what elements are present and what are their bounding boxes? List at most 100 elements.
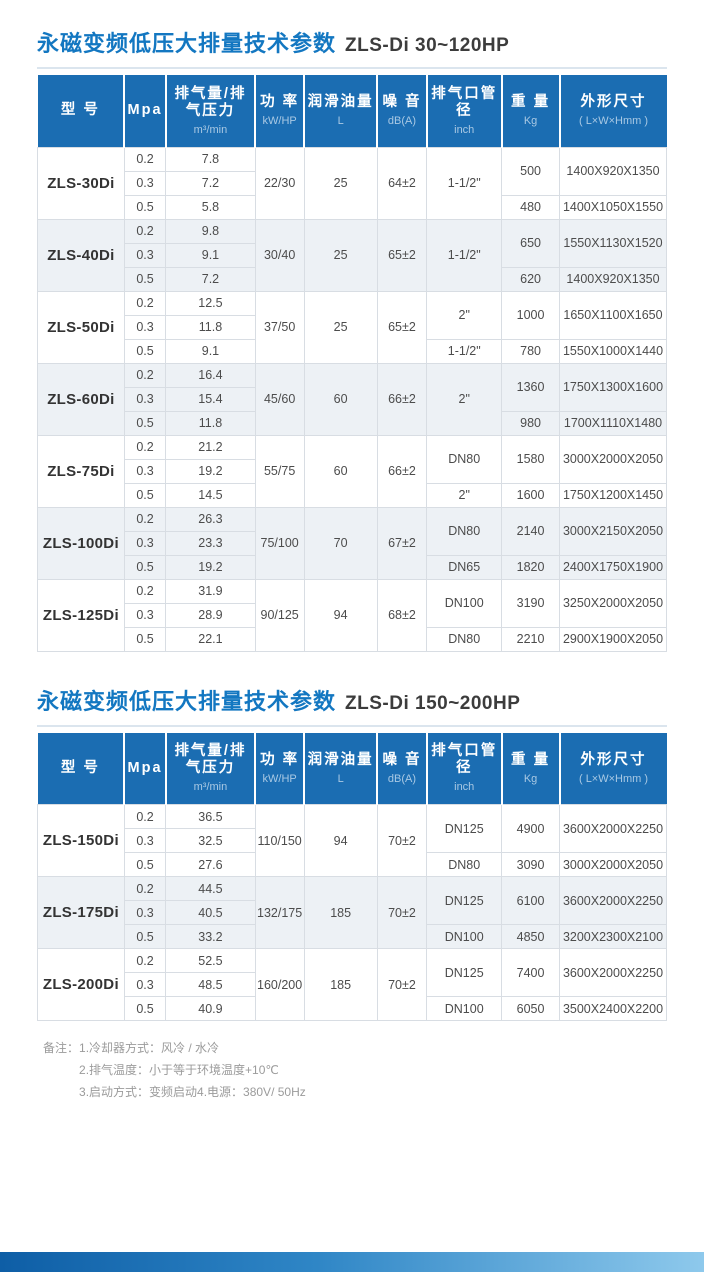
cell-dims: 1550X1000X1440 [559, 338, 667, 364]
cell-pipe: 2" [426, 290, 503, 340]
cell-weight: 650 [501, 218, 560, 268]
table-row: ZLS-75Di 0.2 21.2 55/75 60 66±2 DN80 1580 3000X2… [37, 434, 667, 508]
cell-pipe: DN80 [426, 852, 503, 877]
section-title-1: 永磁变频低压大排量技术参数 ZLS-Di 30~120HP [37, 26, 667, 69]
column-header: 重 量 Kg [501, 732, 561, 805]
cell-dims: 1400X920X1350 [559, 266, 667, 292]
cell-flow: 11.8 [165, 314, 256, 340]
cell-power: 45/60 [254, 362, 305, 436]
cell-flow: 9.8 [165, 218, 256, 244]
cell-noise: 66±2 [376, 362, 428, 436]
cell-noise: 70±2 [376, 948, 428, 1021]
table-row: 0.5 33.2 DN100 4850 3200X2300X2100 [38, 924, 667, 949]
section-title-range: ZLS-Di 150~200HP [345, 692, 521, 714]
cell-weight: 980 [501, 410, 560, 436]
cell-flow: 36.5 [165, 804, 256, 829]
cell-flow: 15.4 [165, 386, 256, 412]
cell-dims: 1400X920X1350 [559, 146, 667, 196]
cell-oil: 25 [303, 146, 378, 220]
table-row: 0.5 40.9 DN100 6050 3500X2400X2200 [38, 996, 667, 1021]
cell-pipe: DN125 [426, 804, 503, 853]
cell-weight: 1820 [501, 554, 560, 580]
cell-power: 55/75 [254, 434, 305, 508]
note-item: 1.冷却器方式：风冷 / 水冷 [79, 1041, 220, 1055]
cell-dims: 1550X1130X1520 [559, 218, 667, 268]
cell-flow: 21.2 [165, 434, 256, 460]
cell-dims: 1650X1100X1650 [559, 290, 667, 340]
cell-mpa: 0.3 [123, 828, 167, 853]
column-header: 排气量/排气压力 m³/min [165, 75, 257, 147]
column-header: Mpa [124, 75, 167, 147]
cell-pipe: 2" [426, 482, 503, 508]
cell-weight: 6100 [501, 876, 560, 925]
cell-model: ZLS-200Di [37, 948, 125, 1021]
cell-dims: 3600X2000X2250 [559, 876, 667, 925]
cell-flow: 19.2 [165, 458, 256, 484]
cell-model: ZLS-75Di [37, 434, 125, 508]
table-row: 0.5 22.1 DN80 2210 2900X1900X2050 [38, 626, 667, 652]
cell-mpa: 0.5 [123, 266, 167, 292]
cell-mpa: 0.3 [123, 458, 167, 484]
column-header: 功 率 kW/HP [255, 75, 306, 147]
cell-pipe: 1-1/2" [426, 146, 503, 220]
section-title-range: ZLS-Di 30~120HP [345, 35, 510, 56]
cell-flow: 31.9 [165, 578, 256, 604]
cell-weight: 4900 [501, 804, 560, 853]
cell-weight: 1360 [501, 362, 560, 412]
cell-pipe: DN80 [426, 506, 503, 556]
cell-weight: 1600 [501, 482, 560, 508]
cell-mpa: 0.2 [123, 290, 167, 316]
cell-dims: 2900X1900X2050 [559, 626, 667, 652]
footer-accent-bar [0, 1252, 704, 1272]
cell-weight: 780 [501, 338, 560, 364]
cell-weight: 3190 [501, 578, 560, 628]
cell-flow: 32.5 [165, 828, 256, 853]
spec-table: 型 号 Mpa 排气量/排气压力 m³/min 功 率 kW/HP 润滑油量 L 噪 音 dB(A… [37, 75, 667, 652]
table-row: 0.5 27.6 DN80 3090 3000X2000X2050 [38, 852, 667, 877]
column-header: 排气口管径 inch [426, 75, 503, 147]
cell-mpa: 0.2 [123, 876, 167, 901]
cell-model: ZLS-150Di [37, 804, 125, 877]
cell-dims: 3250X2000X2050 [559, 578, 667, 628]
cell-flow: 27.6 [165, 852, 256, 877]
column-header: 噪 音 dB(A) [377, 732, 428, 805]
cell-dims: 1750X1200X1450 [559, 482, 667, 508]
cell-mpa: 0.5 [123, 852, 167, 877]
notes-label: 备注： [43, 1041, 80, 1055]
cell-flow: 40.9 [165, 996, 256, 1021]
table-row: 0.3 19.2 [38, 458, 667, 484]
cell-power: 90/125 [254, 578, 305, 652]
spec-table-150-200hp: 型 号 Mpa 排气量/排气压力 m³/min 功 率 kW/HP 润滑油量 L 噪 音 dB(A… [37, 732, 667, 1021]
cell-power: 132/175 [254, 876, 305, 949]
table-row: 0.3 7.2 [38, 170, 667, 196]
table-row: ZLS-200Di 0.2 52.5 160/200 185 70±2 DN125 7400 3… [37, 948, 667, 1021]
cell-oil: 25 [303, 218, 378, 292]
cell-weight: 6050 [501, 996, 560, 1021]
table-row: ZLS-60Di 0.2 16.4 45/60 60 66±2 2" 1360 1750X130… [37, 362, 667, 436]
column-header: 型 号 [37, 75, 126, 147]
cell-dims: 1750X1300X1600 [559, 362, 667, 412]
table-row: ZLS-100Di 0.2 26.3 75/100 70 67±2 DN80 2140 3000… [37, 506, 667, 580]
cell-pipe: DN80 [426, 434, 503, 484]
table-row: 0.5 5.8 480 1400X1050X1550 [38, 194, 667, 220]
cell-power: 22/30 [254, 146, 305, 220]
column-header: 排气量/排气压力 m³/min [165, 732, 257, 805]
section-title-2: 永磁变频低压大排量技术参数 ZLS-Di 150~200HP [37, 684, 667, 727]
cell-weight: 2140 [501, 506, 560, 556]
note-item: 4.电源：380V/ 50Hz [197, 1085, 306, 1099]
cell-flow: 23.3 [165, 530, 256, 556]
cell-mpa: 0.3 [123, 530, 167, 556]
column-header: 外形尺寸( L×W×Hmm ) [559, 732, 667, 805]
cell-mpa: 0.5 [123, 410, 167, 436]
cell-dims: 3000X2000X2050 [559, 434, 667, 484]
cell-model: ZLS-60Di [37, 362, 125, 436]
cell-mpa: 0.2 [123, 434, 167, 460]
cell-power: 30/40 [254, 218, 305, 292]
cell-flow: 12.5 [165, 290, 256, 316]
cell-noise: 65±2 [376, 218, 428, 292]
cell-pipe: DN80 [426, 626, 503, 652]
cell-mpa: 0.5 [123, 924, 167, 949]
column-header: 润滑油量 L [304, 75, 379, 147]
table-row: ZLS-150Di 0.2 36.5 110/150 94 70±2 DN125 4900 36… [37, 804, 667, 877]
cell-weight: 1580 [501, 434, 560, 484]
